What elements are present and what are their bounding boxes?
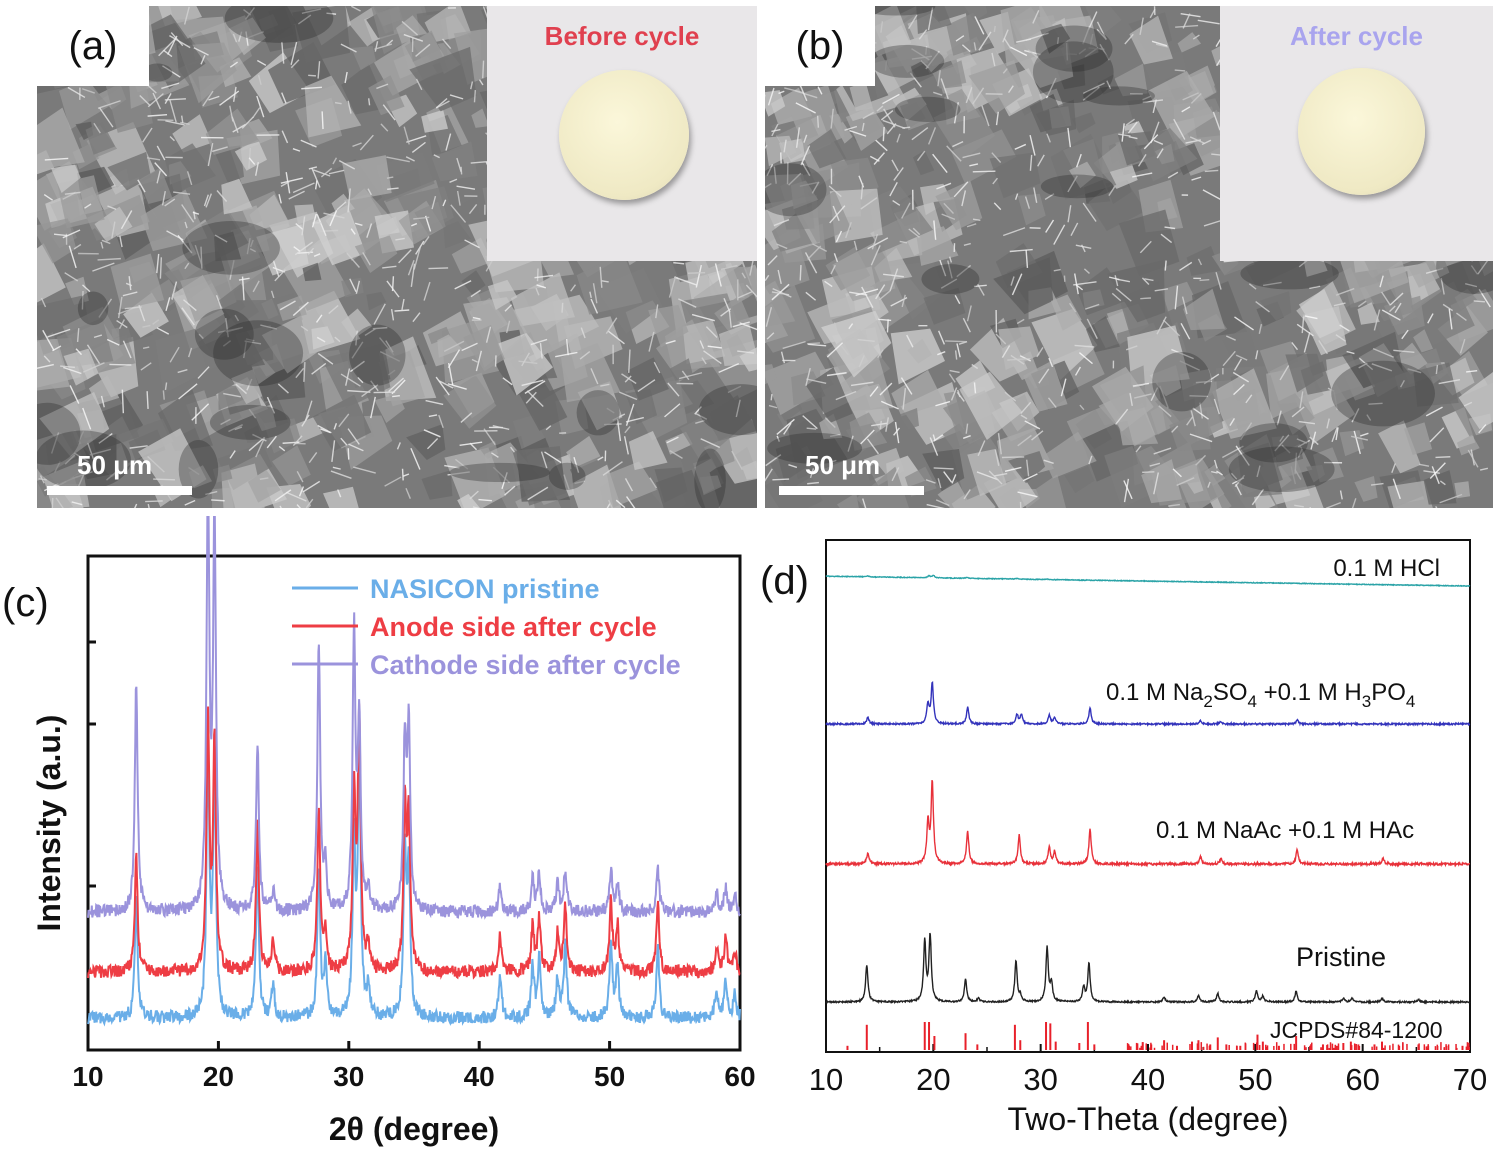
- panel-label-c: (c): [2, 581, 49, 625]
- x-tick-label-c: 50: [594, 1061, 625, 1092]
- x-tick-label-d: 20: [916, 1062, 950, 1097]
- y-axis-label-c: Intensity (a.u.): [31, 715, 67, 932]
- pellet-disc-after: [1298, 68, 1425, 195]
- scale-bar-label-a: 50 μm: [77, 450, 153, 480]
- x-tick-label-d: 10: [809, 1062, 843, 1097]
- inset-title-before: Before cycle: [544, 21, 700, 51]
- series-label-pristine: Pristine: [1296, 942, 1386, 972]
- panel-label-b: (b): [765, 6, 875, 86]
- x-axis-label-c: 2θ (degree): [329, 1111, 499, 1147]
- inset-photo-after: After cycle: [1220, 6, 1493, 261]
- x-tick-label-d: 40: [1131, 1062, 1165, 1097]
- series-label-hcl: 0.1 M HCl: [1333, 555, 1440, 582]
- x-tick-label-c: 60: [724, 1061, 755, 1092]
- scale-bar-label-b: 50 μm: [805, 450, 881, 480]
- x-tick-label-c: 40: [464, 1061, 495, 1092]
- label-part: 3: [1362, 692, 1371, 711]
- series-label-na2so4: 0.1 M Na2SO4 +0.1 M H3PO4: [1106, 679, 1415, 711]
- series-line-d-3: [825, 681, 1471, 728]
- x-tick-label-d: 30: [1023, 1062, 1057, 1097]
- pellet-disc-before: [559, 70, 689, 200]
- label-part: SO: [1213, 679, 1248, 706]
- label-part: 0.1 M Na: [1106, 679, 1204, 706]
- panel-label-a: (a): [37, 6, 149, 86]
- x-tick-label-d: 60: [1345, 1062, 1379, 1097]
- legend-label-c-0: NASICON pristine: [370, 574, 600, 604]
- legend-label-c-1: Anode side after cycle: [370, 612, 657, 642]
- plot-frame-c: [86, 554, 742, 1052]
- panel-label-d: (d): [760, 559, 809, 603]
- series-line-c-1: [87, 703, 741, 981]
- x-tick-label-d: 70: [1453, 1062, 1487, 1097]
- x-tick-label-c: 20: [203, 1061, 234, 1092]
- scale-bar-a: [47, 486, 192, 495]
- inset-title-after: After cycle: [1290, 21, 1423, 51]
- inset-photo-before: Before cycle: [487, 6, 757, 261]
- xrd-chart-c: 10 20 30 40 50 60 2θ (degree) Intensity (a.u.) N…: [2, 516, 756, 1147]
- label-part: PO: [1371, 679, 1406, 706]
- series-line-d-1: [825, 932, 1471, 1005]
- sem-image-a: (a) Before cycle 50 μm: [37, 6, 757, 508]
- x-tick-label-c: 30: [333, 1061, 364, 1092]
- series-line-c-0: [87, 742, 741, 1027]
- x-tick-label-c: 10: [72, 1061, 103, 1092]
- series-line-c-2: [87, 516, 741, 920]
- sem-image-b: (b) After cycle 50 μm: [765, 6, 1493, 508]
- x-axis-label-d: Two-Theta (degree): [1007, 1101, 1288, 1137]
- legend-label-c-2: Cathode side after cycle: [370, 650, 681, 680]
- scale-bar-b: [779, 486, 924, 495]
- series-line-d-2: [825, 779, 1471, 868]
- series-line-d-4: [825, 574, 1471, 588]
- label-part: 4: [1406, 692, 1415, 711]
- label-part: 2: [1203, 692, 1212, 711]
- label-part: 4: [1248, 692, 1257, 711]
- x-tick-label-d: 50: [1238, 1062, 1272, 1097]
- series-label-naac: 0.1 M NaAc +0.1 M HAc: [1156, 817, 1414, 844]
- label-part: +0.1 M H: [1257, 679, 1362, 706]
- series-label-jcpds: JCPDS#84-1200: [1270, 1017, 1443, 1043]
